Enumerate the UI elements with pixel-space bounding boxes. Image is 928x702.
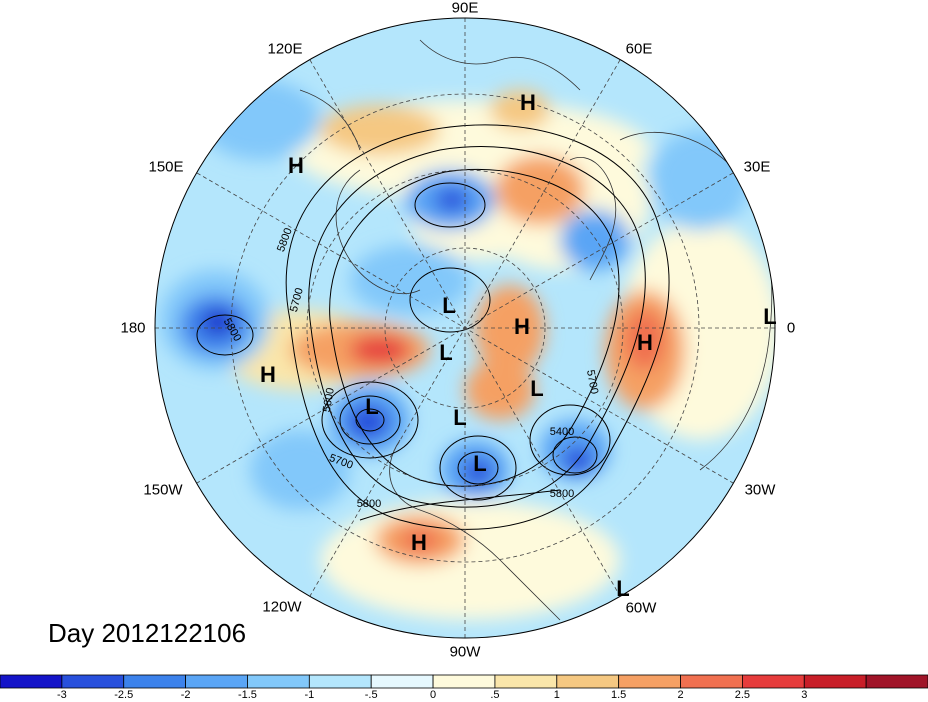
colorbar-tick-label: 3 <box>801 689 808 701</box>
colorbar-tick-label: 1 <box>553 689 560 701</box>
colorbar-swatch <box>618 674 681 689</box>
colorbar-swatch <box>0 674 63 689</box>
low-pressure-marker: L <box>439 340 452 365</box>
longitude-label-150e: 150E <box>148 158 184 176</box>
colorbar-tick-label: -2.5 <box>114 689 134 701</box>
high-pressure-marker: H <box>520 90 536 115</box>
colorbar-swatch <box>432 674 496 689</box>
low-pressure-marker: L <box>365 394 378 419</box>
map-boundary <box>154 17 776 639</box>
contour-label: 5400 <box>550 426 574 438</box>
colorbar-swatch <box>803 674 867 689</box>
colorbar-swatch <box>742 674 805 689</box>
colorbar-tick-label: -.5 <box>364 689 378 701</box>
colorbar-tick-label: -1 <box>304 689 315 701</box>
colorbar-swatch <box>494 674 558 689</box>
longitude-label-60e: 60E <box>625 40 653 58</box>
colorbar-swatch <box>556 674 620 689</box>
contour-label: 5600 <box>321 387 337 413</box>
colorbar-swatch <box>247 674 310 689</box>
colorbar-swatch <box>865 674 928 689</box>
low-pressure-marker: L <box>453 405 466 430</box>
longitude-label-90w: 90W <box>449 643 481 661</box>
colorbar-tick-label: 2.5 <box>734 689 751 701</box>
colorbar-tick-label: -1.5 <box>237 689 257 701</box>
low-pressure-marker: L <box>616 576 629 601</box>
low-pressure-marker: L <box>530 376 543 401</box>
colorbar-tick-label: .5 <box>490 689 500 701</box>
contour-label: 5700 <box>584 369 600 395</box>
colorbar-swatch <box>308 674 372 689</box>
colorbar-tick-label: 1.5 <box>611 689 627 701</box>
colorbar-swatch <box>185 674 248 689</box>
colorbar-tick-label: -3 <box>56 689 67 701</box>
low-pressure-marker: L <box>763 304 776 329</box>
colorbar-swatch <box>370 674 434 689</box>
colorbar-swatch <box>123 674 187 689</box>
longitude-label-120w: 120W <box>262 598 302 616</box>
high-pressure-marker: H <box>411 530 427 555</box>
longitude-label-150w: 150W <box>143 481 183 499</box>
contour-label: 5800 <box>357 498 381 510</box>
colorbar-tick-label: 0 <box>430 689 437 701</box>
longitude-label-30e: 30E <box>743 158 771 176</box>
high-pressure-marker: H <box>637 330 653 355</box>
day-title: Day 2012122106 <box>48 618 247 648</box>
graticule <box>155 18 775 638</box>
colorbar <box>0 674 928 689</box>
high-pressure-marker: H <box>260 362 276 387</box>
colorbar-swatch <box>61 674 125 689</box>
contour-label: 5800 <box>550 488 574 500</box>
colorbar-swatch <box>680 674 743 689</box>
low-pressure-marker: L <box>473 451 486 476</box>
high-pressure-marker: H <box>288 153 304 178</box>
high-pressure-marker: H <box>514 314 530 339</box>
longitude-label-180: 180 <box>120 319 146 337</box>
longitude-label-30w: 30W <box>744 481 776 499</box>
longitude-label-0: 0 <box>786 319 796 337</box>
anomaly-field <box>155 18 775 638</box>
longitude-label-90e: 90E <box>451 0 479 17</box>
low-pressure-marker: L <box>442 293 455 318</box>
colorbar-tick-label: 2 <box>677 689 684 701</box>
colorbar-tick-label: -2 <box>180 689 191 701</box>
longitude-label-120e: 120E <box>267 40 303 58</box>
longitude-label-60w: 60W <box>625 599 657 617</box>
